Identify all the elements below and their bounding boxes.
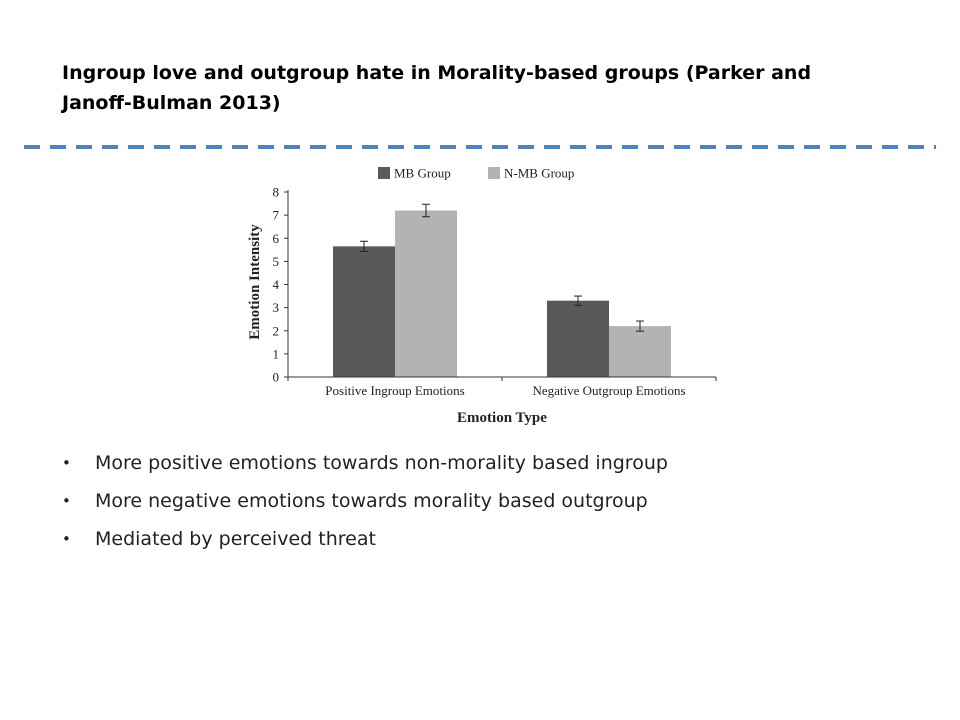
y-tick-label: 0 [273, 370, 280, 385]
slide-title: Ingroup love and outgroup hate in Morali… [62, 62, 812, 114]
y-tick-label: 3 [273, 300, 280, 315]
y-tick-label: 5 [273, 254, 280, 269]
y-axis-label: Emotion Intensity [247, 224, 263, 340]
x-tick-label: Negative Outgroup Emotions [532, 383, 685, 398]
bars [333, 203, 671, 377]
y-tick-label: 4 [273, 277, 280, 292]
bar [333, 246, 395, 377]
legend-swatch [488, 167, 500, 179]
bullet-text: Mediated by perceived threat [95, 528, 376, 550]
bar-chart: MB Group N-MB Group Emotion Intensity 0 1 2… [247, 166, 717, 426]
y-tick-label: 1 [273, 346, 280, 361]
bar [547, 300, 609, 377]
bullet-item: • Mediated by perceived threat [62, 520, 668, 558]
bullet-item: • More positive emotions towards non-mora… [62, 444, 668, 482]
legend-label: N-MB Group [504, 166, 574, 181]
y-tick-label: 7 [273, 208, 280, 223]
y-tick-label: 6 [273, 231, 280, 246]
bullet-text: More positive emotions towards non-moral… [95, 452, 668, 474]
x-tick-label: Positive Ingroup Emotions [325, 383, 464, 398]
legend-label: MB Group [394, 166, 451, 181]
legend-swatch [378, 167, 390, 179]
bullet-item: • More negative emotions towards morality… [62, 482, 668, 520]
chart: MB Group N-MB Group Emotion Intensity 0 1 2… [243, 158, 723, 428]
bullet-dot-icon: • [62, 454, 71, 472]
y-axis: 0 1 2 3 4 5 6 7 8 [273, 185, 289, 385]
bullet-text: More negative emotions towards morality … [95, 490, 648, 512]
y-tick-label: 8 [273, 185, 280, 200]
dashed-divider [24, 145, 936, 149]
bar [609, 326, 671, 377]
x-axis-label: Emotion Type [457, 410, 547, 426]
y-tick-label: 2 [273, 323, 280, 338]
x-axis: Positive Ingroup Emotions Negative Outgro… [287, 376, 717, 398]
legend: MB Group N-MB Group [378, 166, 574, 181]
bullet-list: • More positive emotions towards non-mora… [62, 444, 668, 558]
bullet-dot-icon: • [62, 492, 71, 510]
bullet-dot-icon: • [62, 530, 71, 548]
bar [395, 210, 457, 377]
